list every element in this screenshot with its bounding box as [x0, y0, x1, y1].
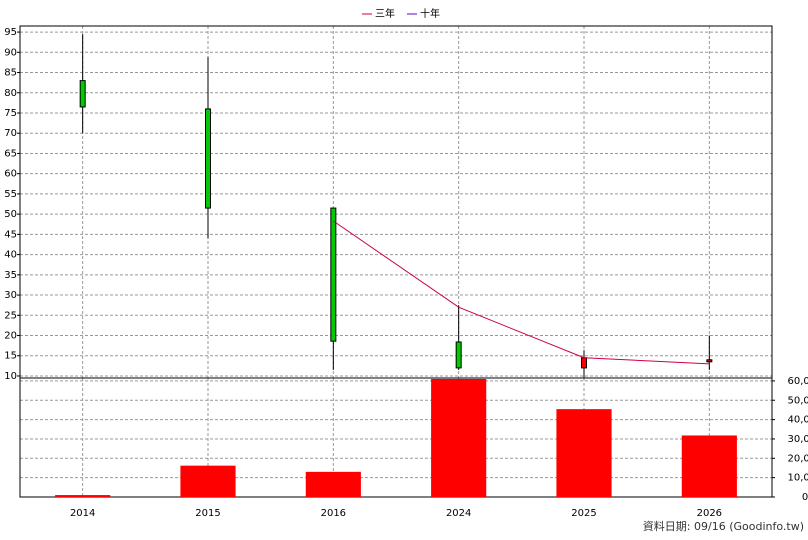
y-tick-label: 75 [4, 108, 17, 119]
legend-label: 十年 [420, 7, 440, 20]
plot-frame [19, 377, 773, 498]
footer: 資料日期: 09/16 (Goodinfo.tw) [643, 519, 804, 533]
x-tick-label: 2025 [571, 508, 596, 519]
x-tick-label: 2016 [321, 508, 346, 519]
candle-body [79, 80, 86, 108]
y-tick-label: 35 [4, 270, 17, 281]
candle-body [330, 207, 337, 342]
y-tick-label: 90 [4, 47, 17, 58]
x-tick-label: 2026 [697, 508, 722, 519]
y-tick-label: 95 [4, 27, 17, 38]
y-tick-label: 25 [4, 310, 17, 321]
y-tick-label: 30,000 [788, 434, 808, 445]
bar [305, 471, 361, 497]
y-tick-label: 50 [4, 209, 17, 220]
y-tick-label: 80 [4, 88, 17, 99]
candle-body [581, 357, 587, 369]
y-tick-label: 10 [4, 371, 17, 382]
y-tick-label: 50,000 [788, 395, 808, 406]
y-tick-label: 0 [802, 492, 808, 503]
y-tick-label: 20,000 [788, 453, 808, 464]
legend-label: 三年 [375, 7, 395, 20]
y-tick-label: 70 [4, 128, 17, 139]
candle-body [205, 108, 211, 209]
bar [431, 378, 487, 497]
candle-body [455, 341, 462, 369]
bar [556, 409, 612, 497]
y-tick-label: 30 [4, 290, 17, 301]
y-tick-label: 65 [4, 148, 17, 159]
y-tick-label: 10,000 [788, 473, 808, 484]
y-tick-label: 15 [4, 351, 17, 362]
y-tick-label: 55 [4, 189, 17, 200]
y-tick-label: 20 [4, 331, 17, 342]
x-tick-label: 2015 [195, 508, 220, 519]
y-tick-label: 60 [4, 169, 17, 180]
y-tick-label: 85 [4, 68, 17, 79]
bar [681, 435, 737, 497]
y-tick-label: 60,000 [788, 376, 808, 387]
candle-body [706, 359, 713, 363]
line-series [333, 220, 710, 365]
y-tick-label: 40 [4, 250, 17, 261]
x-tick-label: 2024 [446, 508, 471, 519]
y-tick-label: 45 [4, 229, 17, 240]
x-tick-label: 2014 [70, 508, 95, 519]
y-tick-label: 40,000 [788, 415, 808, 426]
bar [180, 465, 236, 497]
bar [55, 495, 111, 497]
